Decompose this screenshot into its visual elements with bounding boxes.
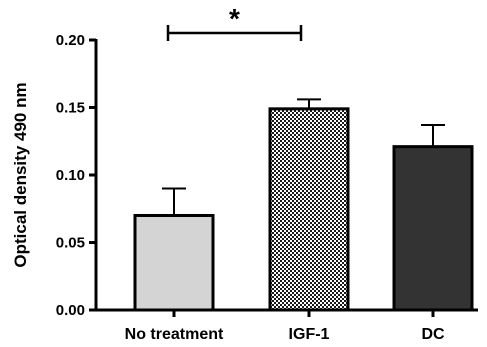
- y-tick-label: 0.05: [56, 235, 85, 252]
- y-tick-label: 0.10: [56, 167, 85, 184]
- y-tick-label: 0.15: [56, 100, 85, 117]
- x-tick-label: DC: [421, 326, 445, 343]
- x-tick-label: No treatment: [125, 326, 224, 343]
- bar: [392, 145, 474, 312]
- bar: [268, 107, 350, 312]
- significance-label: *: [229, 3, 240, 34]
- y-tick-label: 0.20: [56, 32, 85, 49]
- x-tick-label: IGF-1: [289, 326, 330, 343]
- y-tick-label: 0.00: [56, 302, 85, 319]
- y-axis-title: Optical density 490 nm: [11, 82, 30, 267]
- plot-area: 0.00 0.05 0.10 0.15 0.20 No treatment IGF-1 DC *: [56, 3, 478, 343]
- bar: [133, 214, 215, 312]
